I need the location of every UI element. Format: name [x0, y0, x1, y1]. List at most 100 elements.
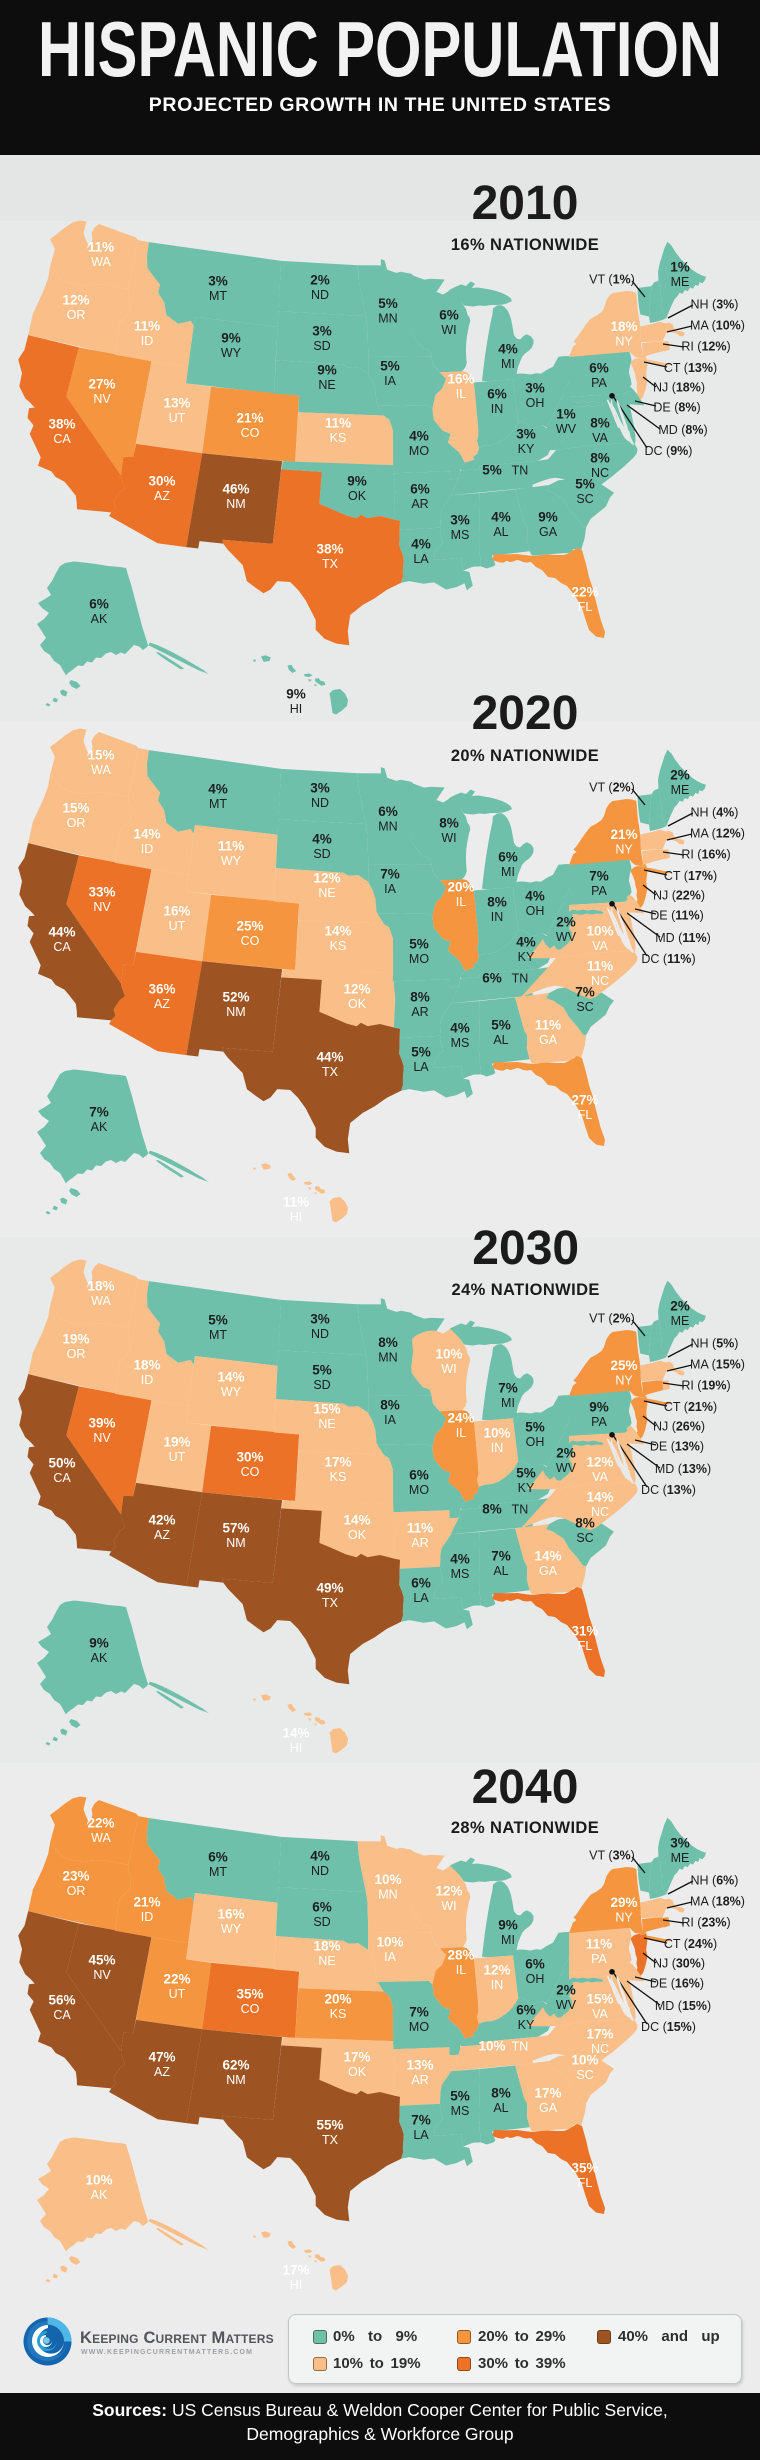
svg-text:MI: MI [501, 357, 515, 371]
svg-text:RI (19%): RI (19%) [681, 1378, 730, 1392]
svg-text:IL: IL [456, 1426, 466, 1440]
svg-text:NJ (26%): NJ (26%) [653, 1419, 705, 1433]
svg-text:MA (10%): MA (10%) [690, 319, 745, 333]
svg-text:PA: PA [591, 884, 607, 898]
svg-text:PA: PA [591, 1415, 607, 1429]
svg-text:11%: 11% [587, 959, 613, 974]
svg-text:10%: 10% [586, 924, 613, 939]
svg-text:14%: 14% [282, 1725, 309, 1740]
svg-text:8%: 8% [590, 451, 610, 466]
svg-text:ME: ME [671, 1314, 690, 1328]
svg-text:NC: NC [591, 466, 609, 480]
svg-text:ME: ME [671, 1851, 690, 1865]
svg-text:WY: WY [221, 854, 242, 868]
svg-text:8%: 8% [590, 416, 610, 431]
svg-text:6%: 6% [482, 971, 502, 986]
svg-text:ND: ND [311, 796, 329, 810]
svg-text:KY: KY [518, 1481, 535, 1495]
svg-text:VT (2%): VT (2%) [589, 781, 635, 795]
svg-text:NJ (30%): NJ (30%) [653, 1957, 705, 1971]
svg-text:7%: 7% [411, 2113, 431, 2128]
svg-text:5%: 5% [411, 1045, 431, 1060]
svg-text:IN: IN [491, 1441, 504, 1455]
svg-text:MS: MS [451, 1567, 470, 1581]
svg-text:7%: 7% [89, 1105, 109, 1120]
svg-text:CA: CA [53, 432, 71, 446]
svg-text:NV: NV [93, 900, 111, 914]
svg-text:GA: GA [539, 1033, 558, 1047]
svg-text:NV: NV [93, 392, 111, 406]
svg-text:ID: ID [141, 842, 154, 856]
svg-text:WV: WV [556, 1998, 577, 2012]
svg-text:CO: CO [241, 426, 260, 440]
svg-text:CT (17%): CT (17%) [664, 869, 717, 883]
svg-text:11%: 11% [325, 416, 351, 431]
svg-text:15%: 15% [87, 748, 114, 763]
svg-text:3%: 3% [670, 1836, 690, 1851]
svg-text:NM: NM [226, 1005, 245, 1019]
svg-text:6%: 6% [378, 804, 398, 819]
svg-text:UT: UT [169, 919, 186, 933]
svg-text:NM: NM [226, 1536, 245, 1550]
svg-text:14%: 14% [343, 1512, 370, 1527]
svg-text:WV: WV [556, 930, 577, 944]
svg-text:9%: 9% [347, 474, 367, 489]
svg-text:AL: AL [493, 1033, 508, 1047]
svg-text:4%: 4% [491, 510, 511, 525]
svg-text:4%: 4% [525, 889, 545, 904]
svg-text:10%: 10% [571, 2053, 598, 2068]
svg-text:2%: 2% [310, 273, 330, 288]
svg-text:NJ (18%): NJ (18%) [653, 381, 705, 395]
svg-text:21%: 21% [236, 411, 263, 426]
svg-text:13%: 13% [163, 396, 190, 411]
svg-text:KY: KY [518, 950, 535, 964]
svg-text:36%: 36% [148, 982, 175, 997]
svg-text:NH (5%): NH (5%) [691, 1336, 739, 1350]
svg-text:6%: 6% [487, 387, 507, 402]
svg-text:VT (3%): VT (3%) [589, 1849, 635, 1863]
svg-text:21%: 21% [610, 827, 637, 842]
svg-text:ND: ND [311, 1864, 329, 1878]
svg-text:CT (24%): CT (24%) [664, 1937, 717, 1951]
svg-text:17%: 17% [586, 2027, 613, 2042]
svg-text:62%: 62% [222, 2058, 249, 2073]
svg-text:NV: NV [93, 1431, 111, 1445]
svg-text:WI: WI [441, 831, 456, 845]
svg-text:MI: MI [501, 865, 515, 879]
svg-text:NH (6%): NH (6%) [691, 1874, 739, 1888]
svg-text:OH: OH [526, 1435, 545, 1449]
svg-text:UT: UT [169, 1987, 186, 2001]
svg-text:14%: 14% [586, 1489, 613, 1504]
svg-text:3%: 3% [310, 781, 330, 796]
svg-text:MI: MI [501, 1933, 515, 1947]
svg-text:ND: ND [311, 1327, 329, 1341]
svg-text:3%: 3% [208, 274, 228, 289]
svg-text:5%: 5% [516, 1465, 536, 1480]
svg-text:12%: 12% [313, 871, 340, 886]
svg-text:HI: HI [290, 2278, 303, 2292]
svg-text:16%: 16% [217, 1907, 244, 1922]
svg-text:NE: NE [318, 1417, 335, 1431]
svg-text:23%: 23% [62, 1869, 89, 1884]
svg-text:44%: 44% [316, 1050, 343, 1065]
svg-text:17%: 17% [324, 1454, 351, 1469]
svg-text:SC: SC [576, 492, 593, 506]
svg-text:11%: 11% [134, 319, 160, 334]
svg-text:FL: FL [578, 1639, 593, 1653]
svg-text:MT: MT [209, 797, 227, 811]
svg-text:3%: 3% [525, 381, 545, 396]
svg-text:18%: 18% [87, 1278, 114, 1293]
svg-text:NV: NV [93, 1968, 111, 1982]
svg-text:22%: 22% [87, 1816, 114, 1831]
svg-text:KS: KS [330, 939, 347, 953]
svg-text:VA: VA [592, 1470, 608, 1484]
svg-text:4%: 4% [409, 429, 429, 444]
svg-text:14%: 14% [324, 924, 351, 939]
svg-text:5%: 5% [450, 2089, 470, 2104]
svg-text:10%: 10% [376, 1935, 403, 1950]
svg-text:6%: 6% [439, 308, 459, 323]
svg-text:20%: 20% [447, 880, 474, 895]
svg-text:FL: FL [578, 2176, 593, 2190]
svg-text:6%: 6% [208, 1850, 228, 1865]
svg-text:WI: WI [441, 323, 456, 337]
